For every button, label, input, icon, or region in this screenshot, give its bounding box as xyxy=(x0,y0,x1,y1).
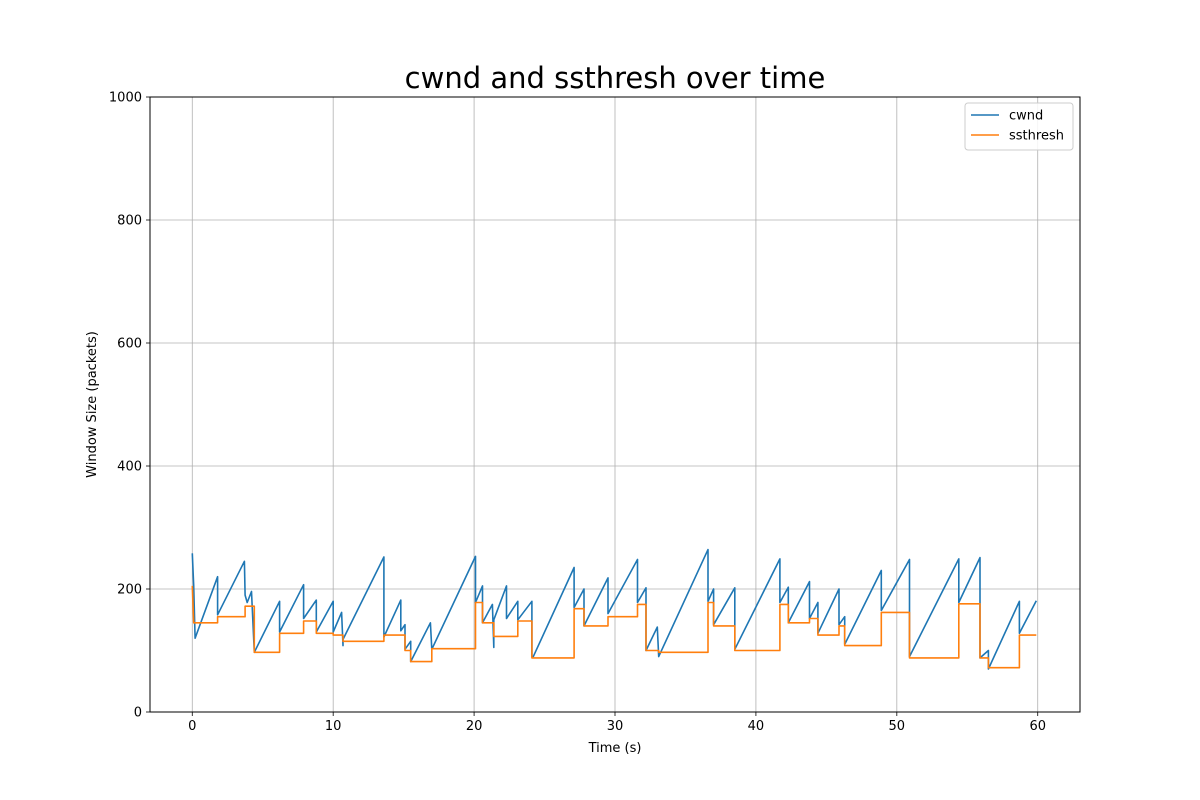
y-tick-label: 1000 xyxy=(109,91,142,106)
grid xyxy=(150,96,1080,713)
y-tick-label: 0 xyxy=(134,706,142,721)
y-axis-label: Window Size (packets) xyxy=(85,331,100,478)
series-line-ssthresh xyxy=(191,585,1037,669)
y-tick-label: 200 xyxy=(117,583,142,598)
x-tick-label: 40 xyxy=(748,719,765,734)
plot-area xyxy=(191,548,1038,670)
chart-title: cwnd and ssthresh over time xyxy=(405,61,826,95)
x-tick-label: 50 xyxy=(889,719,906,734)
x-tick-label: 10 xyxy=(325,719,342,734)
legend: cwnd ssthresh xyxy=(964,102,1074,151)
x-tick-label: 0 xyxy=(188,719,196,734)
x-axis-label: Time (s) xyxy=(588,741,642,756)
x-tick-label: 30 xyxy=(607,719,624,734)
legend-label-ssthresh: ssthresh xyxy=(1009,129,1064,144)
x-tick-label: 60 xyxy=(1029,719,1046,734)
y-tick-label: 400 xyxy=(117,460,142,475)
y-tick-label: 600 xyxy=(117,337,142,352)
x-tick-label: 20 xyxy=(466,719,483,734)
y-tick-label: 800 xyxy=(117,214,142,229)
legend-label-cwnd: cwnd xyxy=(1009,109,1043,124)
